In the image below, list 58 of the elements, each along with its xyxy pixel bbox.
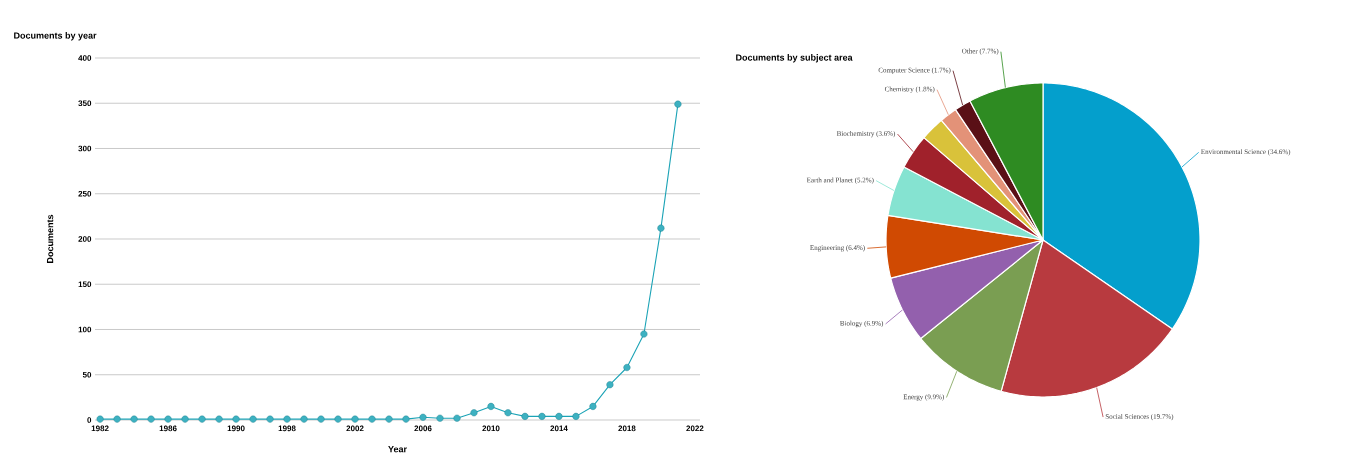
point [351,415,359,423]
point [572,412,580,420]
point [521,412,529,420]
point [317,415,325,423]
y-tick-label: 50 [82,371,92,378]
x-tick-label: 2010 [482,425,500,432]
x-tick-label: 2014 [550,425,568,432]
text: Documents by subject area [736,54,853,63]
y-tick-label: 100 [78,326,92,333]
point [334,415,342,423]
x-tick-label: 1998 [278,425,296,432]
point [113,415,121,423]
point [368,415,376,423]
point [283,415,291,423]
x-axis-title: Year [388,446,407,453]
point [436,414,444,422]
point [555,412,563,420]
point [300,415,308,423]
point [164,415,172,423]
point [504,409,512,417]
x-tick-label: 2002 [346,425,364,432]
point [657,224,665,232]
point [215,415,223,423]
point [453,414,461,422]
y-axis-title: Documents [46,214,54,263]
y-tick-label: 400 [78,55,92,61]
x-tick-label: 1986 [159,425,177,432]
x-tick-label: 2006 [414,425,432,432]
x-tick-label: 2022 [686,425,704,432]
y-tick-label: 250 [78,190,92,197]
y-tick-label: 150 [78,281,92,288]
point [589,402,597,410]
y-tick-label: 200 [78,236,92,242]
point [249,415,257,423]
point [147,415,155,423]
point [385,415,393,423]
point [538,412,546,420]
point [130,415,138,423]
y-tick-label: 0 [87,417,92,423]
x-tick-label: 1982 [91,425,109,432]
point [402,415,410,423]
point [181,415,189,423]
point [198,415,206,423]
y-tick-label: 300 [78,145,92,152]
y-tick-label: 350 [78,100,92,107]
point [674,100,682,108]
point [470,409,478,417]
point [640,330,648,338]
chart-title: Documents by year [14,32,97,41]
point [232,415,240,423]
point [419,413,427,421]
point [487,402,495,410]
x-tick-label: 1990 [227,425,245,432]
point [606,381,614,389]
point [623,364,631,372]
point [96,415,104,423]
x-tick-label: 2018 [618,425,636,432]
point [266,415,274,423]
